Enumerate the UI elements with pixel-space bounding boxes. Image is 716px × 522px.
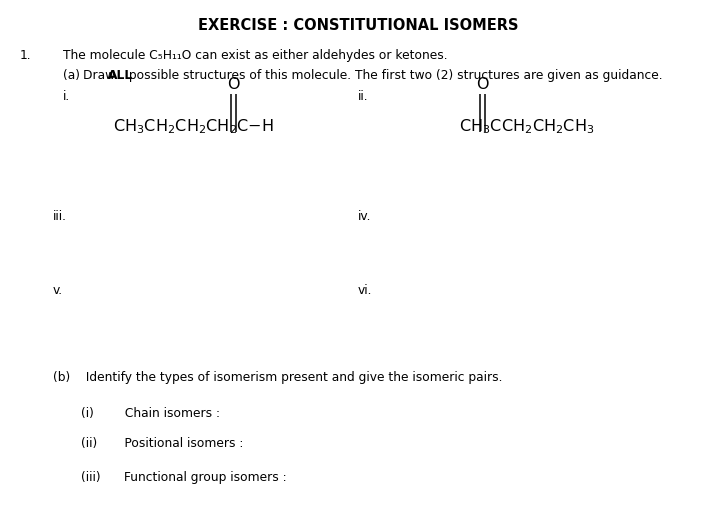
Text: O: O bbox=[476, 77, 488, 92]
Text: vi.: vi. bbox=[358, 284, 372, 297]
Text: possible structures of this molecule. The first two (2) structures are given as : possible structures of this molecule. Th… bbox=[125, 69, 663, 82]
Text: The molecule C₅H₁₁O can exist as either aldehydes or ketones.: The molecule C₅H₁₁O can exist as either … bbox=[63, 49, 448, 62]
Text: CH$_3$CCH$_2$CH$_2$CH$_3$: CH$_3$CCH$_2$CH$_2$CH$_3$ bbox=[459, 117, 594, 136]
Text: i.: i. bbox=[63, 90, 71, 103]
Text: ii.: ii. bbox=[358, 90, 369, 103]
Text: O: O bbox=[228, 77, 240, 92]
Text: (b)    Identify the types of isomerism present and give the isomeric pairs.: (b) Identify the types of isomerism pres… bbox=[53, 371, 502, 384]
Text: (iii)      Functional group isomers :: (iii) Functional group isomers : bbox=[81, 471, 286, 484]
Text: 1.: 1. bbox=[20, 49, 32, 62]
Text: ALL: ALL bbox=[107, 69, 132, 82]
Text: v.: v. bbox=[53, 284, 63, 297]
Text: (a): (a) bbox=[63, 69, 80, 82]
Text: EXERCISE : CONSTITUTIONAL ISOMERS: EXERCISE : CONSTITUTIONAL ISOMERS bbox=[198, 18, 518, 33]
Text: iv.: iv. bbox=[358, 210, 372, 223]
Text: Draw: Draw bbox=[83, 69, 119, 82]
Text: (i)        Chain isomers :: (i) Chain isomers : bbox=[81, 407, 220, 420]
Text: (ii)       Positional isomers :: (ii) Positional isomers : bbox=[81, 437, 243, 450]
Text: iii.: iii. bbox=[53, 210, 67, 223]
Text: CH$_3$CH$_2$CH$_2$CH$_2$C$-$H: CH$_3$CH$_2$CH$_2$CH$_2$C$-$H bbox=[112, 117, 274, 136]
